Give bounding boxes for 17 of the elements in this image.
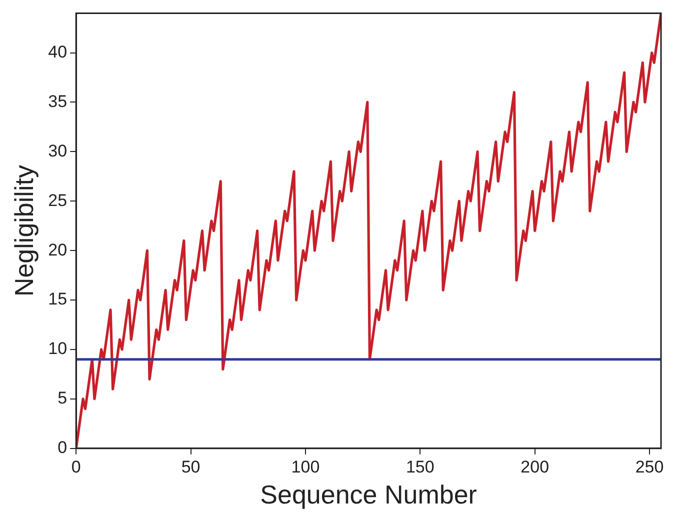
y-axis-title: Negligibility — [8, 165, 39, 297]
y-tick-label: 0 — [58, 438, 68, 458]
x-tick-label: 150 — [406, 457, 434, 476]
x-tick-label: 250 — [635, 457, 664, 476]
x-axis-title: Sequence Number — [260, 480, 478, 510]
y-tick-label: 5 — [58, 388, 68, 408]
y-tick-label: 30 — [48, 141, 68, 160]
y-tick-label: 10 — [48, 339, 68, 358]
y-tick-label: 20 — [48, 240, 68, 260]
y-tick-label: 35 — [48, 92, 68, 111]
x-tick-label: 100 — [291, 457, 320, 476]
y-tick-label: 40 — [48, 42, 68, 62]
x-tick-label: 200 — [520, 457, 550, 476]
x-tick-label: 50 — [181, 457, 200, 476]
y-tick-label: 25 — [48, 190, 68, 210]
x-tick-label: 0 — [71, 457, 81, 476]
y-tick-label: 15 — [48, 290, 68, 309]
